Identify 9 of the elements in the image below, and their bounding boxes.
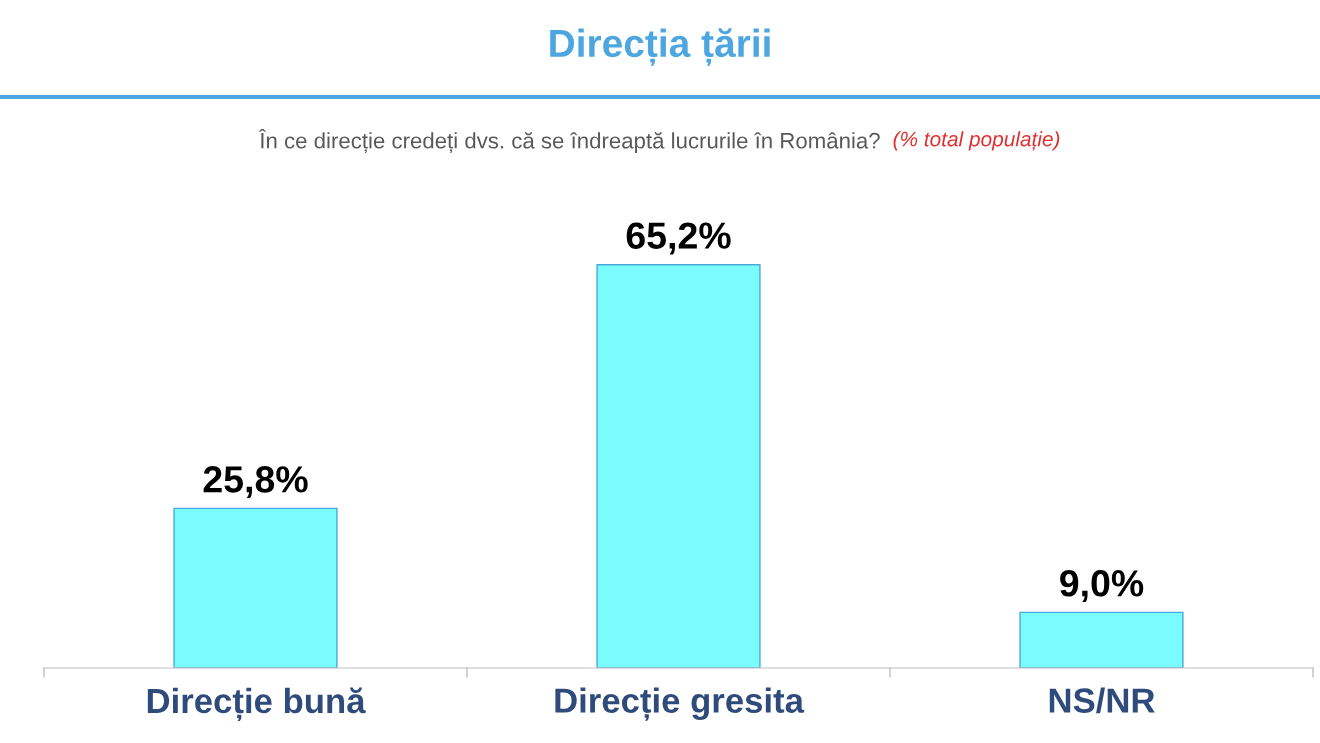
x-tick-label: NS/NR — [1049, 687, 1155, 714]
x-tick-label: Direcție bună — [147, 687, 366, 722]
chart-subtitle: În ce direcție credeți dvs. că se îndreaptă lucrurile în România? — [258, 128, 880, 154]
x-tick-label: Direcție gresita — [555, 687, 805, 721]
data-label: 25,8% — [203, 466, 308, 499]
chart-title: Direcția țării — [550, 28, 770, 66]
data-label: 9,0% — [1060, 570, 1144, 603]
data-label: 65,2% — [626, 222, 731, 255]
text: (% total populație) — [893, 131, 1060, 151]
